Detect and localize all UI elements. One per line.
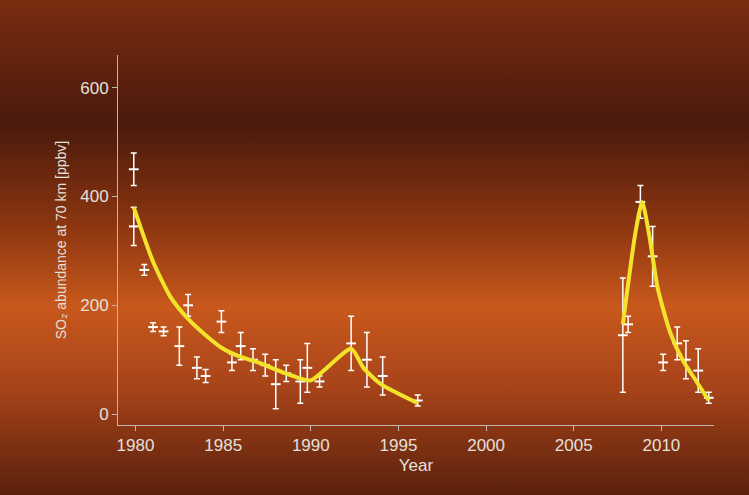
svg-text:1985: 1985 xyxy=(204,436,242,455)
svg-text:SO₂ abundance at 70 km [ppbv]: SO₂ abundance at 70 km [ppbv] xyxy=(53,141,69,339)
svg-text:400: 400 xyxy=(80,187,108,206)
svg-text:600: 600 xyxy=(80,79,108,98)
svg-text:2000: 2000 xyxy=(467,436,505,455)
svg-text:2005: 2005 xyxy=(555,436,593,455)
svg-text:Year: Year xyxy=(399,456,434,475)
svg-text:0: 0 xyxy=(99,405,108,424)
svg-text:2010: 2010 xyxy=(642,436,680,455)
svg-text:1980: 1980 xyxy=(117,436,155,455)
svg-text:1995: 1995 xyxy=(380,436,418,455)
svg-text:200: 200 xyxy=(80,296,108,315)
svg-text:1990: 1990 xyxy=(292,436,330,455)
